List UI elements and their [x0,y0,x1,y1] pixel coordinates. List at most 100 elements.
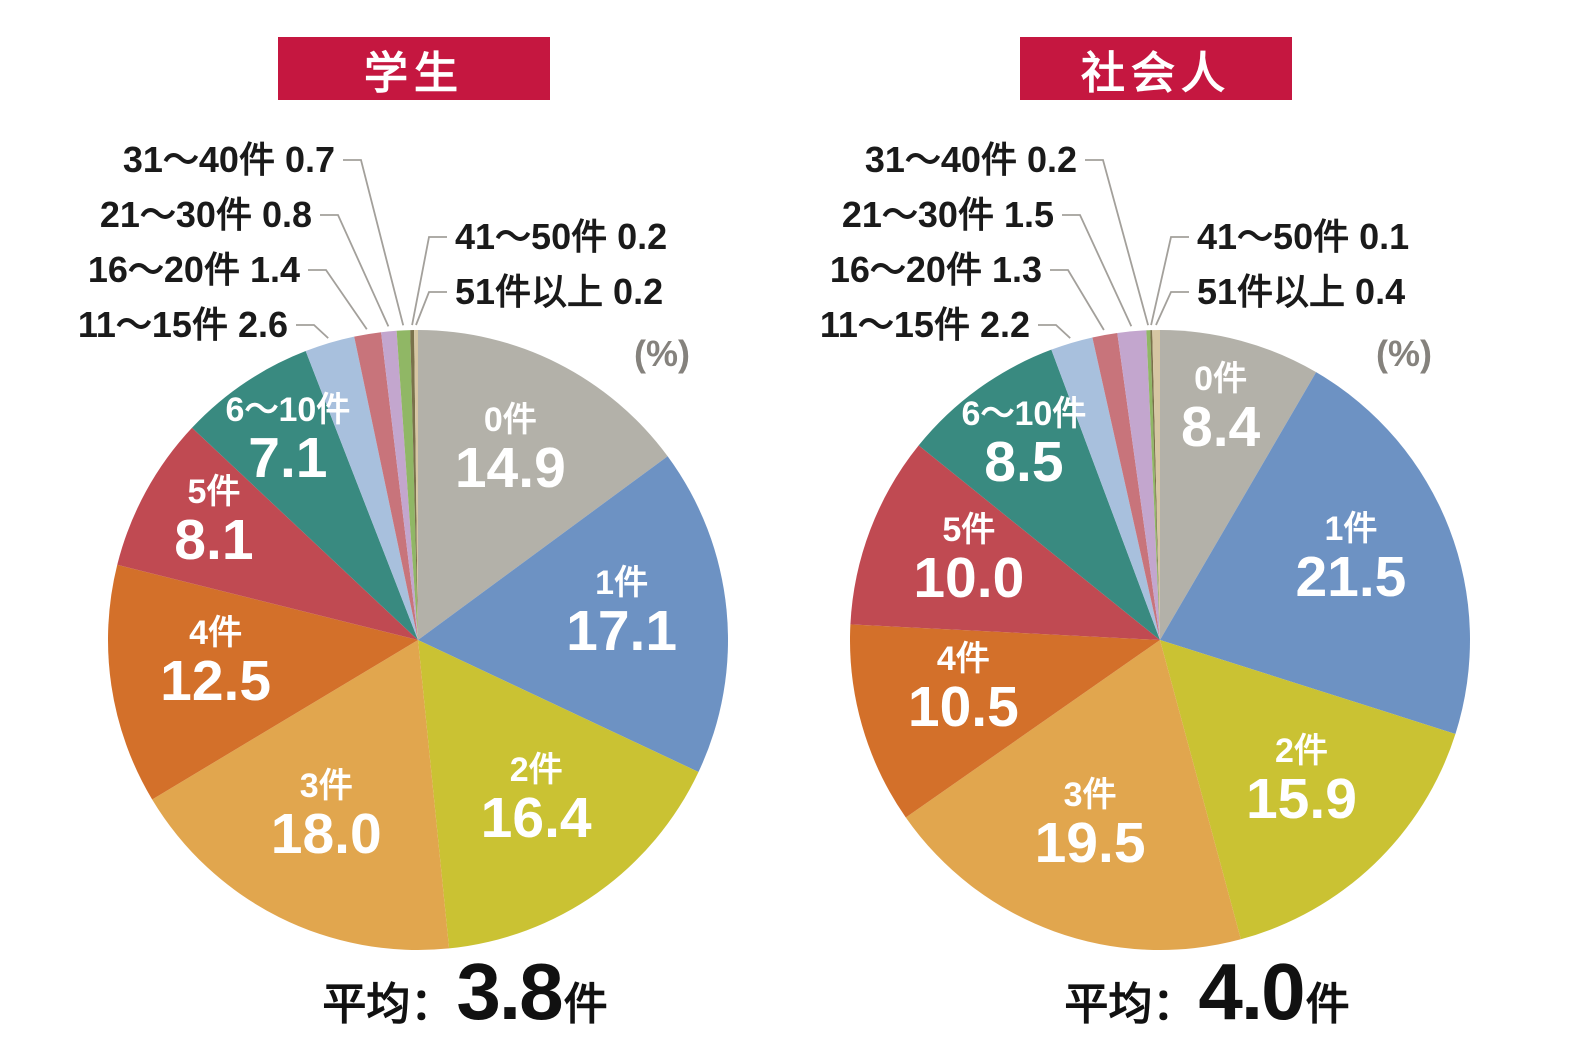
callout-line [1062,214,1133,327]
pie-slice-16〜20件 [354,332,418,640]
slice-value: 15.9 [1245,766,1357,831]
chart-students: 学生 (%) 0件 14.9 1件 17.1 2件 16.4 3件 18.0 4件 12.5 5件 8… [77,37,729,1038]
pie-outside-label: 21〜30件 1.5 [841,194,1054,235]
pie-slice-4件 [107,564,418,800]
pie-slice-11〜15件 [305,336,418,640]
slice-name: 5件 [942,511,996,550]
slice-name: 0件 [483,401,537,440]
pie-slice-5件 [117,427,418,640]
percent-unit-label: (%) [1376,333,1432,374]
pie-slice-16〜20件 [1092,332,1160,640]
pie-slice-1件 [1160,372,1470,734]
slice-name: 4件 [936,640,990,679]
slice-value: 8.4 [1181,394,1261,459]
average-unit: 件 [563,980,608,1029]
pie-outside-label: 51件以上 0.2 [455,271,664,312]
pie-slice-2件 [1160,640,1456,940]
pie-slice-1件 [418,456,729,772]
pie-slice-31〜40件 [1146,330,1160,640]
slice-value: 10.5 [907,675,1019,740]
slice-value: 21.5 [1295,545,1407,610]
average-line: 平均： 3.8 件 [322,946,607,1038]
slice-name: 0件 [1194,359,1248,398]
callout-line [415,291,447,326]
pie-inside-label: 3件 18.0 [271,767,382,863]
slice-value: 16.4 [480,786,592,851]
pie-outside-label: 21〜30件 0.8 [99,194,312,235]
slice-name: 4件 [189,614,243,653]
pie-inside-label: 2件 15.9 [1246,732,1357,828]
slice-value: 8.1 [174,507,254,572]
pie-inside-label: 5件 10.0 [913,511,1024,607]
callout-line [1155,291,1189,326]
slice-name: 1件 [595,564,649,603]
slice-value: 18.0 [270,801,382,866]
slice-name: 6〜10件 [961,395,1087,434]
slice-name: 1件 [1324,510,1378,549]
pie-inside-label: 3件 19.5 [1035,776,1146,872]
pie-slice-21〜30件 [381,330,418,640]
pie-inside-label: 2件 16.4 [481,751,592,847]
slice-value: 17.1 [566,599,678,664]
slice-value: 10.0 [913,546,1025,611]
pie-chart-svg [849,159,1470,951]
callout-line [308,269,368,330]
pie-slice-51件以上 [414,329,418,640]
chart-working-adults: 社会人 (%) 0件 8.4 1件 21.5 2件 15.9 3件 19.5 4件 10.5 5件 1… [742,0,1580,1050]
pie-slice-21〜30件 [1117,330,1160,640]
pie-outside-label: 41〜50件 0.2 [455,216,668,257]
average-line: 平均： 4.0 件 [1064,946,1349,1038]
pie-outside-label: 51件以上 0.4 [1197,271,1406,312]
pie-slice-2件 [418,640,699,949]
pie-inside-label: 6〜10件 8.5 [962,395,1087,491]
pie-outside-label: 11〜15件 2.2 [819,304,1030,345]
pie-inside-label: 0件 14.9 [455,401,566,497]
slice-name: 2件 [509,751,563,790]
pie-outside-label: 16〜20件 1.3 [829,249,1042,290]
chart-title-badge: 学生 [278,37,550,100]
pie-inside-label: 6〜10件 7.1 [226,391,351,487]
pie-chart-svg [107,159,729,950]
pie-slice-4件 [849,624,1160,818]
callout-line [320,214,390,327]
pie-slice-3件 [905,640,1241,951]
slice-value: 7.1 [248,426,328,491]
slice-name: 2件 [1274,731,1328,770]
callout-line [411,236,447,326]
pie-inside-label: 4件 12.5 [160,614,271,710]
pie-outside-label: 11〜15件 2.6 [77,304,288,345]
pie-inside-label: 5件 8.1 [174,473,253,569]
pie-slice-6〜10件 [192,351,418,640]
slice-value: 19.5 [1034,811,1146,876]
pie-slice-51件以上 [1152,330,1160,640]
pie-inside-label: 0件 8.4 [1181,360,1260,456]
pie-inside-label: 1件 21.5 [1295,510,1406,606]
chart-title: 社会人 [1081,48,1231,98]
average-value: 4.0 [1198,947,1305,1036]
average-label: 平均： [322,980,455,1029]
pie-outside-label: 31〜40件 0.7 [122,139,335,180]
slice-name: 3件 [1063,776,1117,815]
pie-slice-31〜40件 [396,330,418,640]
average-label: 平均： [1064,980,1197,1029]
pie-outside-label: 16〜20件 1.4 [87,249,300,290]
pie-slice-0件 [1160,330,1317,640]
pie-inside-label: 1件 17.1 [566,564,677,660]
slice-name: 5件 [187,472,241,511]
average-value: 3.8 [456,947,563,1036]
slice-value: 14.9 [454,436,566,501]
callout-line [1150,236,1189,326]
pie-slice-41〜50件 [410,330,418,640]
average-unit: 件 [1305,980,1350,1029]
callout-line [1085,159,1149,326]
pie-outside-label: 41〜50件 0.1 [1197,216,1410,257]
pie-slice-5件 [850,445,1160,640]
callout-line [1038,324,1071,339]
callout-line [296,324,329,339]
chart-title-badge: 社会人 [1020,37,1292,100]
percent-unit-label: (%) [634,333,690,374]
pie-slice-41〜50件 [1150,330,1160,640]
chart-title: 学生 [364,48,464,98]
pie-slice-6〜10件 [918,349,1160,640]
